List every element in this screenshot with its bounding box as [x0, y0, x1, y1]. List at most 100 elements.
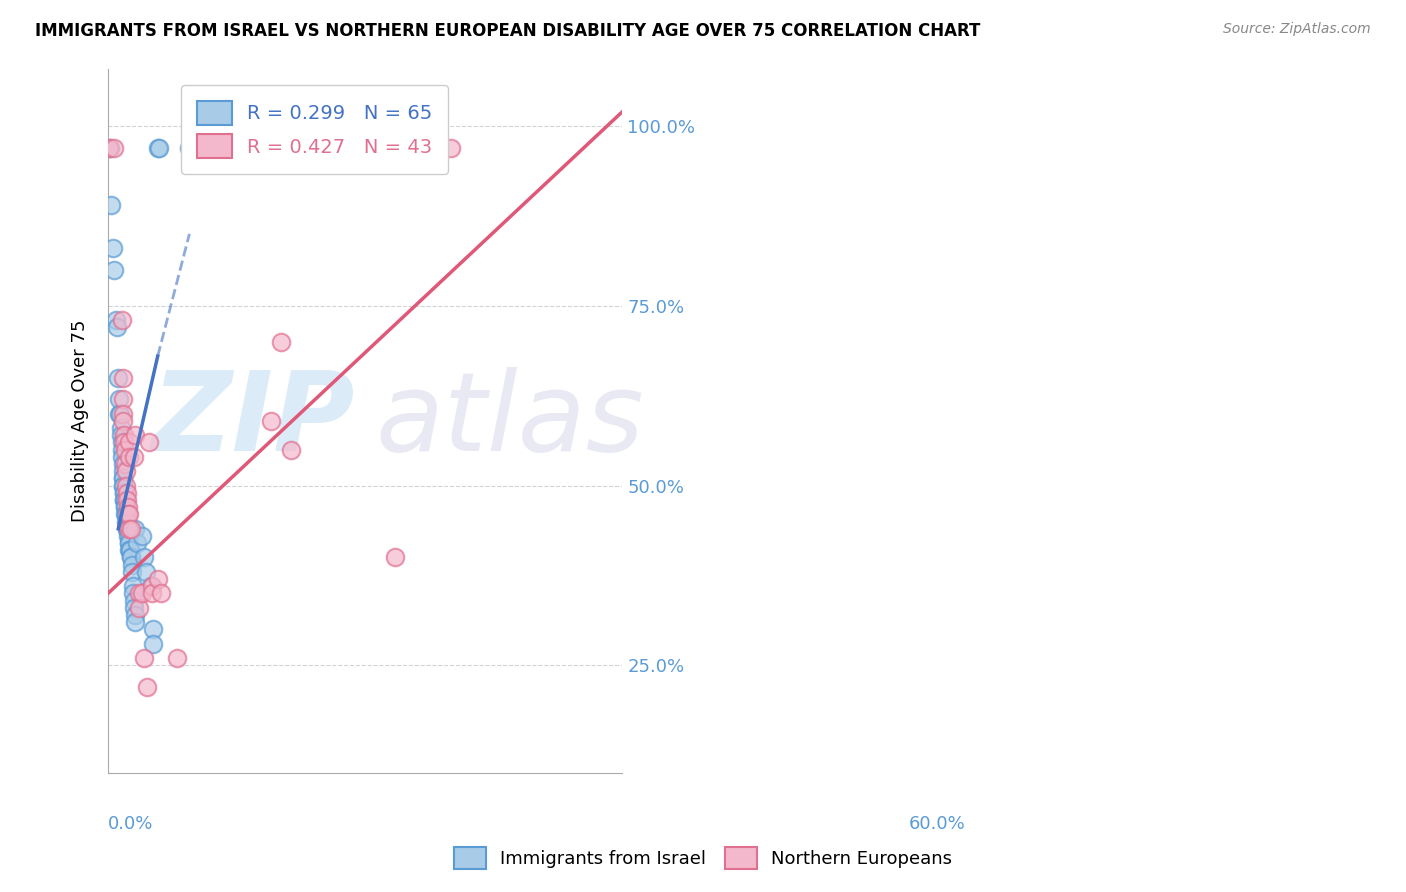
Point [103, 140, 125, 154]
Point [132, 651, 155, 665]
Text: 60.0%: 60.0% [908, 815, 966, 833]
Point [122, 600, 145, 615]
Text: Source: ZipAtlas.com: Source: ZipAtlas.com [1223, 22, 1371, 37]
Point [141, 579, 163, 593]
Point [108, 407, 131, 421]
Point [118, 543, 141, 558]
Point [115, 508, 138, 522]
Legend: Immigrants from Israel, Northern Europeans: Immigrants from Israel, Northern Europea… [446, 839, 960, 876]
Point [195, 140, 218, 154]
Point [111, 442, 134, 457]
Point [270, 334, 292, 349]
Point [112, 435, 135, 450]
Point [150, 586, 173, 600]
Point [179, 140, 201, 154]
Point [440, 140, 463, 154]
Point [112, 492, 135, 507]
Point [97, 140, 120, 154]
Point [111, 471, 134, 485]
Point [138, 435, 160, 450]
Point [260, 414, 283, 428]
Point [118, 536, 141, 550]
Point [135, 680, 157, 694]
Point [124, 607, 146, 622]
Point [112, 407, 135, 421]
Point [114, 500, 136, 515]
Point [105, 320, 128, 334]
Point [139, 579, 162, 593]
Point [112, 414, 135, 428]
Point [132, 550, 155, 565]
Point [111, 313, 134, 327]
Point [146, 140, 169, 154]
Point [146, 572, 169, 586]
Point [128, 600, 150, 615]
Point [121, 586, 143, 600]
Point [108, 392, 131, 407]
Point [103, 263, 125, 277]
Point [148, 140, 170, 154]
Point [120, 543, 142, 558]
Point [98, 140, 121, 154]
Point [122, 593, 145, 607]
Point [118, 435, 141, 450]
Point [114, 492, 136, 507]
Point [141, 586, 163, 600]
Point [112, 471, 135, 485]
Point [142, 623, 165, 637]
Point [423, 140, 446, 154]
Point [131, 586, 153, 600]
Point [179, 140, 201, 154]
Point [117, 522, 139, 536]
Point [112, 478, 135, 492]
Point [117, 500, 139, 515]
Point [110, 428, 132, 442]
Point [120, 550, 142, 565]
Point [115, 478, 138, 492]
Text: IMMIGRANTS FROM ISRAEL VS NORTHERN EUROPEAN DISABILITY AGE OVER 75 CORRELATION C: IMMIGRANTS FROM ISRAEL VS NORTHERN EUROP… [35, 22, 980, 40]
Point [115, 515, 138, 529]
Point [117, 529, 139, 543]
Point [135, 565, 157, 579]
Point [280, 442, 302, 457]
Point [114, 457, 136, 471]
Point [114, 508, 136, 522]
Point [122, 450, 145, 464]
Point [117, 522, 139, 536]
Point [115, 464, 138, 478]
Text: ZIP: ZIP [152, 368, 354, 475]
Point [111, 435, 134, 450]
Text: 0.0%: 0.0% [108, 815, 153, 833]
Point [115, 492, 138, 507]
Point [111, 370, 134, 384]
Point [115, 515, 138, 529]
Point [121, 558, 143, 572]
Point [128, 586, 150, 600]
Point [131, 529, 153, 543]
Point [112, 485, 135, 500]
Point [120, 522, 142, 536]
Point [108, 407, 131, 421]
Point [121, 565, 143, 579]
Point [114, 500, 136, 515]
Point [142, 637, 165, 651]
Point [111, 450, 134, 464]
Point [100, 198, 122, 212]
Point [120, 550, 142, 565]
Point [111, 457, 134, 471]
Point [112, 485, 135, 500]
Point [117, 508, 139, 522]
Point [115, 485, 138, 500]
Point [104, 313, 127, 327]
Point [166, 651, 188, 665]
Point [118, 450, 141, 464]
Point [107, 370, 129, 384]
Legend: R = 0.299   N = 65, R = 0.427   N = 43: R = 0.299 N = 65, R = 0.427 N = 43 [181, 86, 449, 174]
Point [114, 442, 136, 457]
Point [121, 579, 143, 593]
Point [117, 508, 139, 522]
Point [115, 508, 138, 522]
Point [120, 543, 142, 558]
Point [111, 464, 134, 478]
Point [112, 478, 135, 492]
